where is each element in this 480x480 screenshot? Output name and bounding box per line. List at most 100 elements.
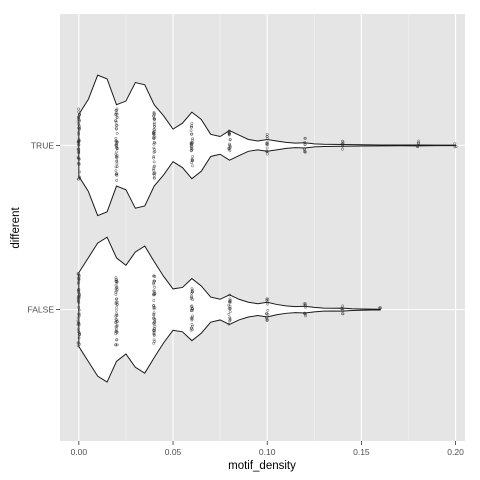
data-point [77,291,81,295]
data-point [265,141,269,145]
data-point [189,143,193,147]
data-point [227,133,231,137]
data-point [78,126,81,130]
data-point [77,336,81,340]
data-point [114,155,118,159]
data-point [152,304,156,307]
data-point [152,332,156,336]
data-point [152,136,155,139]
data-point [152,156,156,160]
data-point [115,338,119,342]
data-point [303,149,307,153]
data-point [152,117,156,121]
data-point [190,324,194,328]
data-point [303,303,307,307]
data-point [114,165,118,169]
data-point [77,151,81,155]
data-point [454,145,458,148]
data-point [228,300,232,304]
data-point [265,143,269,147]
data-point [190,295,194,299]
data-point [152,279,156,283]
data-point [228,310,232,314]
data-point [115,330,119,334]
data-point [153,340,157,343]
data-point [77,147,80,151]
data-point [228,298,232,302]
data-point [191,288,194,292]
data-point [77,122,81,126]
data-point [152,128,156,131]
data-point [152,327,156,330]
data-point [152,147,156,151]
data-point [191,164,194,168]
data-point [115,343,119,347]
data-point [266,313,270,316]
data-point [115,107,119,111]
data-point [453,145,457,149]
data-point [152,311,156,315]
data-point [115,302,119,306]
data-point [152,168,155,172]
data-point [114,120,118,124]
data-point [152,292,155,296]
data-point [228,142,231,146]
data-point [115,319,119,323]
data-point [191,290,194,294]
data-point [152,160,156,164]
data-point [114,113,118,116]
data-point [191,155,194,159]
x-tick-label: 0.05 [165,447,182,457]
data-point [152,132,156,135]
data-point [78,333,81,337]
data-point [189,305,193,308]
data-point [453,142,457,146]
data-point [114,343,118,346]
data-point [115,165,119,169]
data-point [76,316,80,320]
data-point [228,293,232,297]
data-point [115,112,119,116]
data-point [341,309,345,312]
data-point [77,130,81,134]
data-point [191,308,194,312]
data-point [191,328,194,332]
data-point [77,107,81,111]
data-point [152,124,156,128]
data-point [115,115,119,119]
data-point [265,315,268,319]
data-point [114,308,118,312]
data-point [114,300,118,304]
data-point [76,282,80,286]
data-point [265,318,269,322]
data-point [77,117,80,120]
data-point [152,176,156,180]
data-point [153,135,157,139]
data-point [189,308,193,312]
data-point [78,113,82,117]
data-point [416,141,420,145]
data-point [152,320,156,324]
data-point [266,297,270,301]
data-point [190,121,194,125]
data-point [114,297,118,301]
y-axis-title: different [10,207,22,249]
data-point [190,140,194,144]
data-point [115,147,119,151]
data-point [114,136,118,140]
data-point [78,119,82,123]
data-point [190,287,194,291]
data-point [341,304,345,308]
data-point [77,110,81,114]
data-point [304,314,308,318]
data-point [190,159,194,163]
data-point [152,114,156,118]
data-point [340,142,344,146]
y-axis: FALSE TRUE [28,140,60,315]
data-point [114,169,118,173]
data-point [152,274,156,278]
data-point [152,146,156,150]
data-point [115,144,118,147]
data-point [77,150,81,154]
